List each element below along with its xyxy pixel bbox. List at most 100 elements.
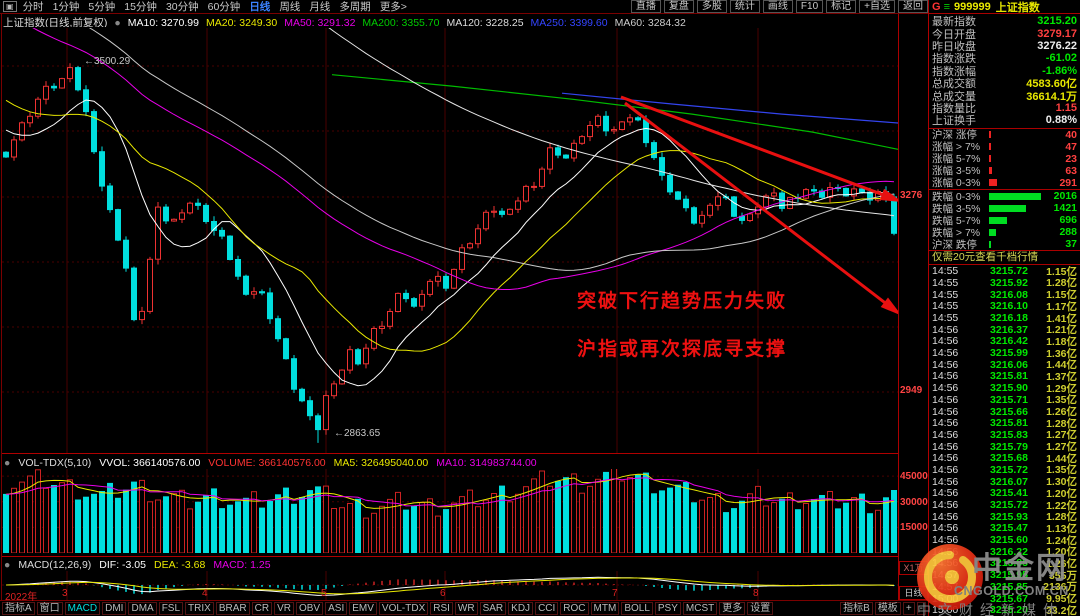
tick-amount: 1.35亿 <box>1046 394 1077 407</box>
period-tab-7[interactable]: 周线 <box>279 1 301 13</box>
indicator-button-MCST[interactable]: MCST <box>682 602 718 615</box>
indicator-button-OBV[interactable]: OBV <box>295 602 324 615</box>
tick-time: 14:56 <box>932 405 959 418</box>
updown-bar <box>989 192 1041 200</box>
indicator-button-SAR[interactable]: SAR <box>479 602 507 615</box>
topbar-button-8[interactable]: 返回 <box>898 0 928 13</box>
tick-amount: 1.18亿 <box>1046 335 1077 348</box>
quote-value: 3215.20 <box>1037 15 1077 28</box>
indicator-button-EMV[interactable]: EMV <box>349 602 377 615</box>
tick-amount: 1.44亿 <box>1046 359 1077 372</box>
tick-row-15: 14:56 3215.79 1.27亿 <box>929 441 1080 454</box>
toolbar-right-button-3[interactable]: - <box>916 602 926 615</box>
indicator-button-MTM[interactable]: MTM <box>590 602 620 615</box>
toolbar-right-button-0[interactable]: 指标B <box>840 602 873 615</box>
tick-price: 3215.85 <box>990 580 1028 593</box>
indicator-button-KDJ[interactable]: KDJ <box>508 602 534 615</box>
period-tab-3[interactable]: 15分钟 <box>124 1 157 13</box>
tick-amount: 33.2亿 <box>1046 604 1077 616</box>
indicator-button-BOLL[interactable]: BOLL <box>621 602 653 615</box>
indicator-button-ROC[interactable]: ROC <box>560 602 589 615</box>
menu-icon[interactable]: ≡ <box>943 0 950 13</box>
updown-row-9: 沪深 跌停 37 <box>929 238 1080 251</box>
indicator-button-指标A[interactable]: 指标A <box>2 602 35 615</box>
quote-label: 上证换手 <box>932 115 976 128</box>
indicator-button-DMA[interactable]: DMA <box>128 602 157 615</box>
tick-row-14: 14:56 3215.83 1.27亿 <box>929 429 1080 442</box>
tick-row-17: 14:56 3215.72 1.35亿 <box>929 464 1080 477</box>
readout-seg-7: MA250: 3399.60 <box>530 17 608 27</box>
tick-time: 14:56 <box>932 545 959 558</box>
indicator-button-RSI[interactable]: RSI <box>430 602 453 615</box>
toolbar-right-button-1[interactable]: 模板 <box>874 602 901 615</box>
period-tab-5[interactable]: 60分钟 <box>207 1 241 13</box>
quote-label: 最新指数 <box>932 16 976 29</box>
tick-amount: 1.44亿 <box>1046 452 1077 465</box>
tick-amount: 1.22亿 <box>1046 499 1077 512</box>
period-tab-8[interactable]: 月线 <box>309 1 331 13</box>
indicator-button-MACD[interactable]: MACD <box>64 602 101 615</box>
period-tab-0[interactable]: 分时 <box>22 1 44 13</box>
updown-bar <box>989 216 1007 224</box>
topbar-button-7[interactable]: +自选 <box>859 0 895 13</box>
indicator-button-BRAR[interactable]: BRAR <box>215 602 250 615</box>
indicator-button-FSL[interactable]: FSL <box>158 602 184 615</box>
quote-panel-header[interactable]: G ≡ 999999 上证指数 <box>929 0 1080 14</box>
tick-price: 3215.85 <box>990 557 1028 570</box>
tick-time: 14:55 <box>932 312 959 325</box>
indicator-button-VOL-TDX[interactable]: VOL-TDX <box>378 602 429 615</box>
indicator-button-CR[interactable]: CR <box>251 602 273 615</box>
indicator-button-窗口[interactable]: 窗口 <box>36 602 63 615</box>
period-tab-1[interactable]: 1分钟 <box>52 1 80 13</box>
volume-chart[interactable] <box>2 469 898 553</box>
period-tab-10[interactable]: 更多> <box>379 1 407 13</box>
main-candlestick-chart[interactable] <box>2 28 898 453</box>
readout-seg-3: MA20: 3249.30 <box>205 17 278 27</box>
readout-seg-8: MA60: 3284.32 <box>614 17 686 27</box>
tick-price: 3215.47 <box>990 522 1028 535</box>
topbar-button-2[interactable]: 多股 <box>696 0 727 13</box>
topbar-button-3[interactable]: 统计 <box>729 0 760 13</box>
updown-bar <box>989 240 991 248</box>
indicator-button-TRIX[interactable]: TRIX <box>185 602 214 615</box>
topbar-button-4[interactable]: 画线 <box>762 0 793 13</box>
window-split-icon[interactable]: ▣ <box>3 1 17 12</box>
tick-price: 3216.42 <box>990 335 1028 348</box>
period-indicator-box[interactable]: 日线 <box>899 586 928 600</box>
long-ma-lines <box>331 74 898 150</box>
indicator-button-DMI[interactable]: DMI <box>102 602 127 615</box>
promo-link[interactable]: 仅需20元查看千档行情 <box>929 251 1080 266</box>
indicator-button-CCI[interactable]: CCI <box>535 602 559 615</box>
toolbar-right-button-2[interactable]: + <box>902 602 915 615</box>
period-tab-9[interactable]: 多周期 <box>339 1 371 13</box>
topbar-button-0[interactable]: 直播 <box>630 0 661 13</box>
tick-price: 3215.99 <box>990 347 1028 360</box>
tick-time: 14:56 <box>932 370 959 383</box>
price-label-0: 3276 <box>900 190 923 201</box>
tick-time: 14:56 <box>932 393 959 406</box>
period-tab-6[interactable]: 日线 <box>249 1 271 13</box>
tick-time: 15:00 <box>932 604 959 616</box>
macd-chart[interactable] <box>2 571 898 600</box>
tick-row-9: 14:56 3215.81 1.37亿 <box>929 370 1080 383</box>
readout-seg-0: ● <box>4 559 11 571</box>
quote-row-4: 指数涨幅 -1.86% <box>929 65 1080 78</box>
indicator-button-更多[interactable]: 更多 <box>719 602 746 615</box>
indicator-button-ASI[interactable]: ASI <box>325 602 348 615</box>
quote-row-7: 指数量比 1.15 <box>929 102 1080 115</box>
readout-seg-3: DEA: -3.68 <box>153 559 206 571</box>
updown-bar <box>989 131 991 139</box>
indicator-button-WR[interactable]: WR <box>454 602 478 615</box>
volume-unit-box[interactable]: X1万 <box>899 561 928 575</box>
period-tab-2[interactable]: 5分钟 <box>88 1 116 13</box>
topbar-button-1[interactable]: 复盘 <box>663 0 694 13</box>
indicator-button-PSY[interactable]: PSY <box>654 602 681 615</box>
indicator-button-设置[interactable]: 设置 <box>747 602 774 615</box>
tick-price: 3216.06 <box>990 358 1028 371</box>
topbar-button-5[interactable]: F10 <box>795 0 824 13</box>
tick-amount: 1.27亿 <box>1046 441 1077 454</box>
indicator-button-VR[interactable]: VR <box>274 602 294 615</box>
topbar-button-6[interactable]: 标记 <box>826 0 857 13</box>
period-tab-4[interactable]: 30分钟 <box>165 1 199 13</box>
tick-amount: 1.27亿 <box>1046 429 1077 442</box>
